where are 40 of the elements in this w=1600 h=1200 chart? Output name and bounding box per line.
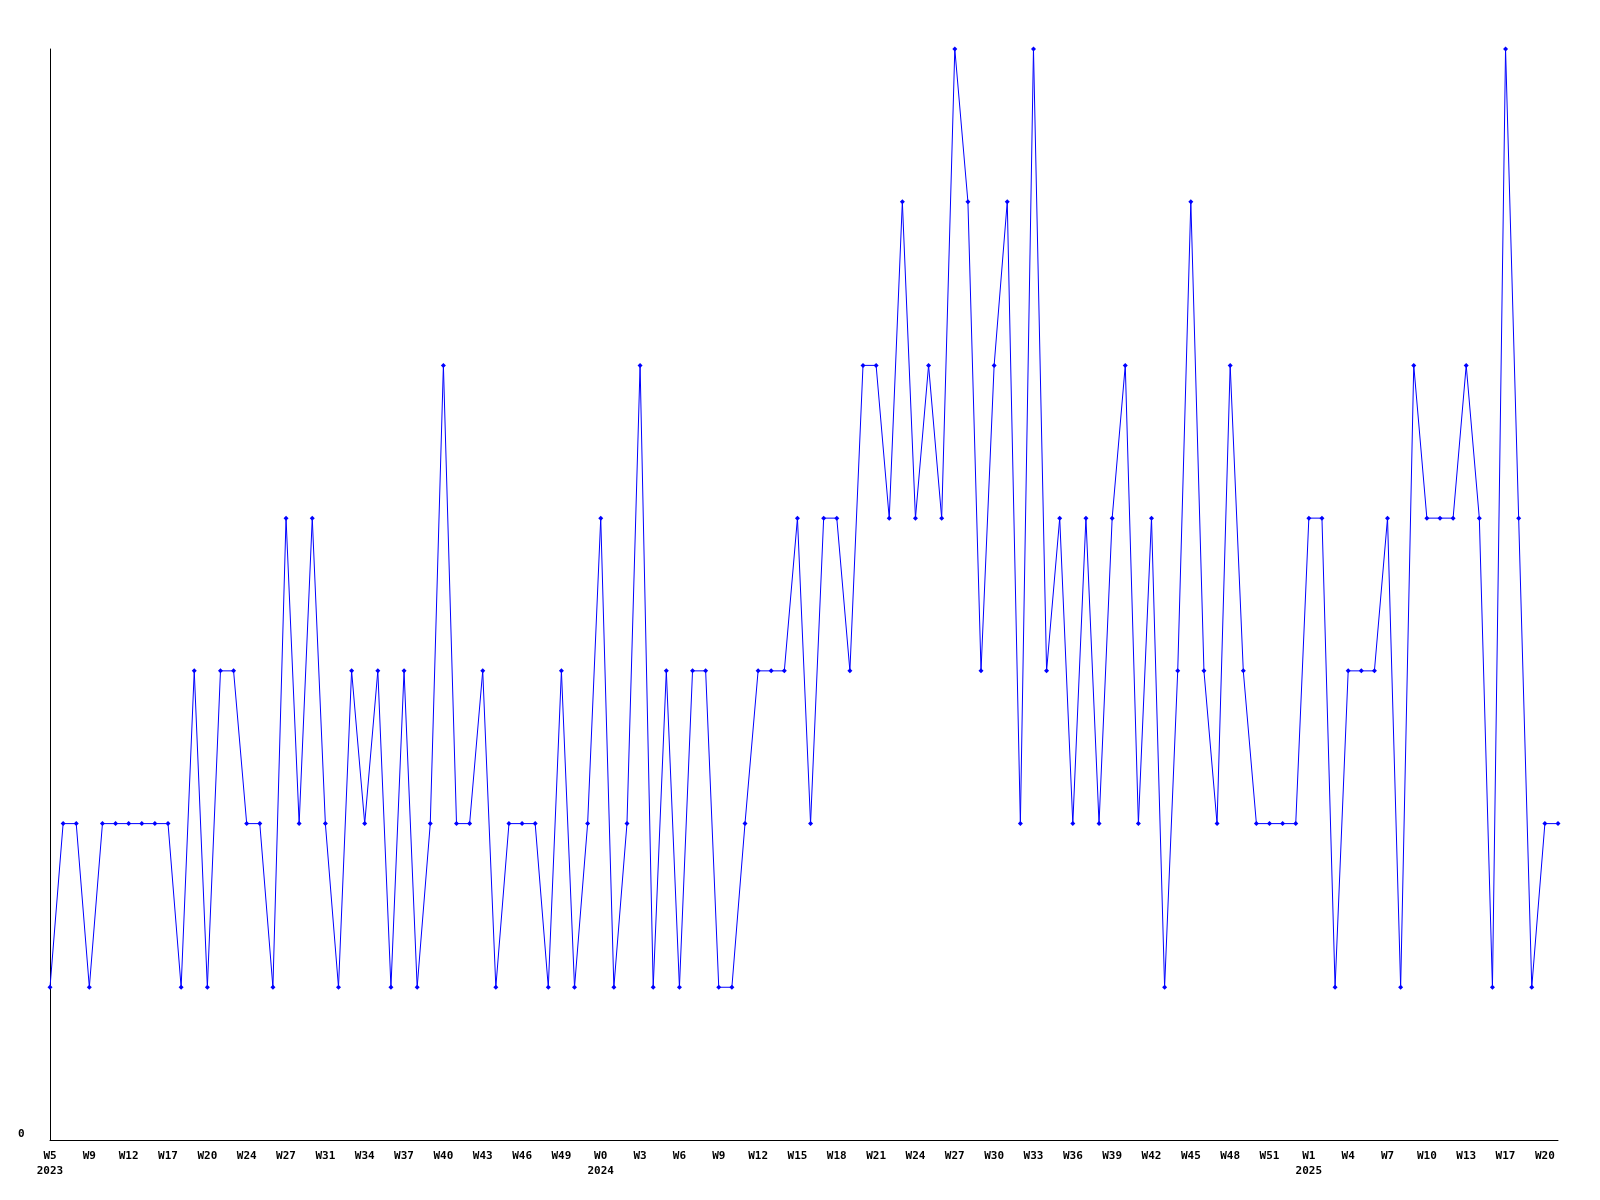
x-tick-label: W40: [433, 1149, 454, 1162]
x-tick-label: W39: [1102, 1149, 1123, 1162]
x-tick-label: W17: [158, 1149, 178, 1162]
x-tick-label: W48: [1220, 1149, 1241, 1162]
x-tick-label: W7: [1380, 1149, 1395, 1162]
x-tick-label: W27: [276, 1149, 296, 1162]
x-tick-label: W43: [472, 1149, 493, 1162]
x-tick-label: W24: [905, 1149, 926, 1162]
x-tick-label: W37: [394, 1149, 414, 1162]
x-tick-label: W27: [944, 1149, 965, 1162]
x-tick-label: W33: [1023, 1149, 1044, 1162]
x-tick-label: W36: [1062, 1149, 1084, 1162]
x-tick-label: W51: [1259, 1149, 1280, 1162]
x-tick-label: W5 2023: [36, 1149, 64, 1177]
x-tick-label: W0 2024: [587, 1149, 615, 1177]
x-tick-label: W46: [512, 1149, 533, 1162]
x-tick-label: W42: [1141, 1149, 1162, 1162]
x-tick-label: W3: [633, 1149, 647, 1162]
x-tick-label: W9: [712, 1149, 726, 1162]
x-tick-label: W4: [1341, 1149, 1356, 1162]
x-tick-label: W9: [82, 1149, 96, 1162]
x-tick-label: W12: [748, 1149, 769, 1162]
x-tick-label: W45: [1180, 1149, 1201, 1162]
x-tick-label: W20: [1534, 1149, 1555, 1162]
x-tick-label: W17: [1495, 1149, 1516, 1162]
x-tick-label: W6: [672, 1149, 687, 1162]
x-tick-label: W12: [118, 1149, 139, 1162]
x-tick-label: W30: [984, 1149, 1005, 1162]
x-tick-label: W10: [1416, 1149, 1437, 1162]
x-tick-label: W18: [826, 1149, 847, 1162]
x-tick-label: W24: [236, 1149, 257, 1162]
text: 0: [18, 1127, 25, 1140]
x-tick-label: W49: [551, 1149, 572, 1162]
x-tick-label: W1 2025: [1295, 1149, 1323, 1177]
x-tick-label: W13: [1456, 1149, 1477, 1162]
x-tick-label: W15: [787, 1149, 808, 1162]
x-tick-label: W34: [354, 1149, 376, 1162]
x-tick-label: W21: [866, 1149, 887, 1162]
x-tick-label: W31: [315, 1149, 336, 1162]
x-tick-label: W20: [197, 1149, 218, 1162]
